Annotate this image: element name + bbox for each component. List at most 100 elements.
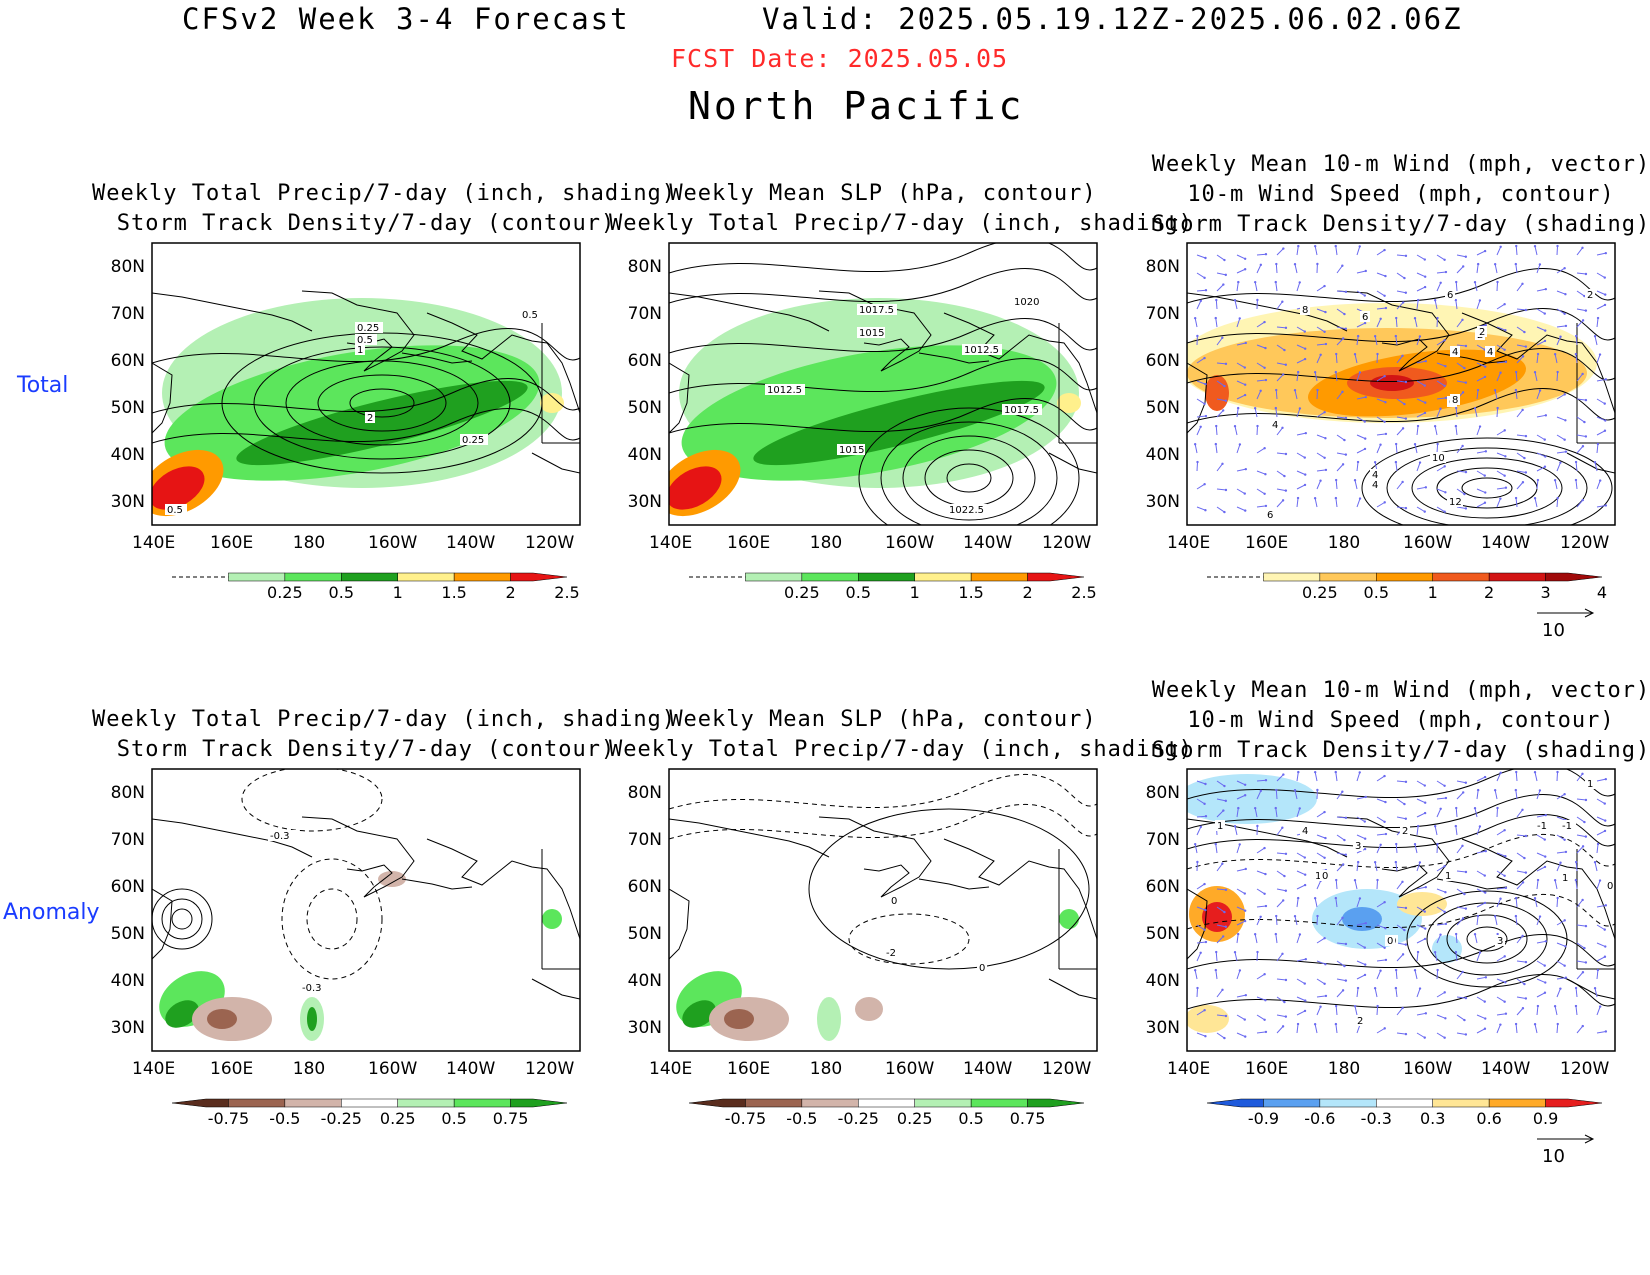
- contour-label: -0.3: [302, 983, 322, 994]
- colorbar-label: 0.5: [958, 1109, 984, 1128]
- lon-tick-label: 180: [809, 1059, 843, 1079]
- colorbar-swatch: [1376, 572, 1433, 582]
- precip-shade-band: [753, 380, 1045, 466]
- lon-tick-label: 140E: [649, 1059, 693, 1079]
- contour-label: 0.25: [462, 435, 484, 446]
- colorbar-label: 0.5: [441, 1109, 467, 1128]
- lon-tick-label: 140E: [1167, 1059, 1211, 1079]
- precip-anom-dry: [378, 871, 406, 887]
- colorbar-swatch: [397, 572, 455, 582]
- contour-label: 4: [1487, 347, 1493, 358]
- contour-label: 0.5: [357, 335, 373, 346]
- colorbar-swatch: [1319, 1098, 1377, 1108]
- lon-tick-label: 160E: [210, 1059, 254, 1079]
- colorbar-label: 0.25: [267, 583, 303, 602]
- colorbar-label: 2: [505, 583, 516, 602]
- contour-label: -1: [1562, 821, 1572, 832]
- precip-shade-red: [152, 466, 205, 510]
- storm-anom-contour: [281, 858, 383, 980]
- wind-speed-contour: [1461, 477, 1513, 499]
- lat-tick-label: 70N: [1145, 830, 1180, 850]
- panel-title-anom-wind-storm-3: Storm Track Density/7-day (shading): [1151, 738, 1650, 763]
- colorbar-label: 4: [1596, 583, 1608, 602]
- slp-contour: [669, 268, 1097, 304]
- colorbar-swatch: [745, 572, 803, 582]
- colorbar-swatch: [1376, 1098, 1433, 1108]
- lat-tick-label: 50N: [627, 924, 662, 944]
- lon-tick-label: 120W: [525, 533, 575, 553]
- lat-tick-label: 60N: [1145, 877, 1180, 897]
- lat-tick-label: 80N: [1145, 783, 1180, 803]
- storm-anom-shade-pos-max: [1202, 902, 1232, 932]
- contour-label: 2: [1479, 327, 1485, 338]
- colorbar-swatch: [171, 1098, 229, 1108]
- storm-track-contour: [253, 346, 511, 460]
- panel-title-total-slp-precip-2: Weekly Total Precip/7-day (inch, shading…: [609, 211, 1194, 236]
- lat-tick-label: 80N: [627, 783, 662, 803]
- colorbar-label: 0.6: [1476, 1109, 1502, 1128]
- lat-tick-label: 30N: [627, 1018, 662, 1038]
- storm-anom-shade-pos: [1187, 1005, 1229, 1033]
- precip-anom-dry-dark: [724, 1009, 754, 1029]
- vector-reference-label: 10: [1542, 620, 1565, 641]
- coastline-us: [531, 978, 580, 1000]
- lat-tick-label: 40N: [1145, 445, 1180, 465]
- slp-anom-contour: [669, 804, 1097, 840]
- lat-tick-label: 50N: [1145, 398, 1180, 418]
- lon-tick-label: 120W: [1560, 1059, 1610, 1079]
- contour-label: 1012.5: [964, 345, 999, 356]
- coastline-us: [1048, 452, 1097, 474]
- vector-reference-arrow: [1537, 608, 1595, 618]
- lon-tick-label: 160E: [1245, 533, 1289, 553]
- panel-title-anom-wind-storm-1: Weekly Mean 10-m Wind (mph, vector): [1151, 678, 1650, 703]
- storm-anom-contour: [161, 898, 203, 940]
- coastline-asia: [152, 292, 313, 332]
- contour-label: 4: [1302, 826, 1308, 837]
- lat-tick-label: 60N: [627, 351, 662, 371]
- contour-label: 8: [1452, 395, 1458, 406]
- colorbar-swatch: [228, 1098, 286, 1108]
- contour-label: 0.5: [167, 505, 183, 516]
- colorbar-total-wind-storm: [1207, 572, 1603, 582]
- lon-tick-label: 160W: [1403, 1059, 1453, 1079]
- row-label-anomaly: Anomaly: [3, 900, 100, 925]
- lat-tick-label: 30N: [1145, 492, 1180, 512]
- colorbar-label: 0.25: [784, 583, 820, 602]
- colorbar-swatch: [858, 1098, 915, 1108]
- colorbar-swatch: [801, 572, 859, 582]
- colorbar-label: 2: [1022, 583, 1033, 602]
- map-panel-anom-slp-precip: 0 -2 0: [668, 768, 1098, 1052]
- panel-title-anom-slp-precip-1: Weekly Mean SLP (hPa, contour): [669, 707, 1097, 732]
- colorbar-swatch: [453, 572, 511, 582]
- precip-anom-wet-dark: [165, 1000, 199, 1028]
- contour-label: 0.25: [357, 323, 379, 334]
- colorbar-label: 1.5: [958, 583, 984, 602]
- slp-contour: [669, 318, 1097, 354]
- lon-tick-label: 180: [292, 533, 326, 553]
- colorbar-swatch: [1319, 572, 1377, 582]
- lon-tick-label: 160W: [885, 1059, 935, 1079]
- lat-tick-label: 70N: [1145, 304, 1180, 324]
- contour-label: 1: [1315, 871, 1321, 882]
- colorbar-swatch: [1206, 1098, 1264, 1108]
- coastline-alaska: [1461, 312, 1615, 414]
- wind-anom-contour: [1187, 974, 1615, 1010]
- coastline-aleutians: [401, 878, 473, 890]
- colorbar-total-precip-storm: [172, 572, 568, 582]
- wind-speed-contour: [1187, 388, 1615, 424]
- storm-anom-shade-pos: [1397, 892, 1447, 916]
- lat-tick-label: 30N: [110, 1018, 145, 1038]
- slp-contour: [880, 421, 1058, 525]
- contour-label: 0.5: [522, 310, 538, 321]
- map-frame: [1186, 242, 1616, 526]
- colorbar-total-slp-precip: [689, 572, 1085, 582]
- coastline-us: [1566, 452, 1615, 474]
- coastline-alaska: [426, 312, 580, 414]
- colorbar-swatch: [284, 1098, 342, 1108]
- slp-contour: [858, 407, 1080, 525]
- lon-tick-label: 180: [1327, 533, 1361, 553]
- wind-anom-contour: [1446, 914, 1528, 964]
- storm-track-contour: [317, 374, 447, 432]
- lon-tick-label: 140W: [963, 533, 1013, 553]
